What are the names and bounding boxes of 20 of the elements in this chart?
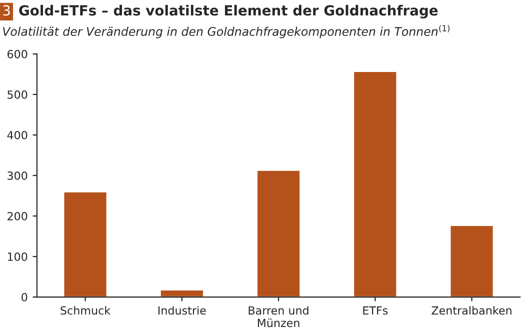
x-tick-label: Barren und Münzen — [248, 306, 308, 328]
y-tick-label: 500 — [8, 90, 28, 99]
bar — [256, 170, 301, 298]
y-tick-label: 300 — [8, 171, 28, 180]
x-tick-label: Zentralbanken — [432, 306, 512, 315]
x-tick-label: Industrie — [158, 306, 206, 315]
text: 3 — [3, 5, 10, 16]
y-tick-label: 200 — [8, 212, 28, 220]
bar — [449, 224, 494, 298]
chart-title: Gold-ETFs – das volatilste Element der Goldnachfrage — [19, 4, 438, 18]
chart-subtitle: Volatilität der Veränderung in den Goldnachfragekomponenten in Tonnen$^{(1)}$ — [3, 24, 450, 38]
x-tick-label: ETFs — [363, 306, 388, 315]
bar — [352, 70, 398, 298]
bar — [159, 289, 204, 298]
x-tick-label: Schmuck — [60, 306, 111, 315]
y-tick-label: 0 — [22, 293, 28, 302]
y-tick-label: 400 — [7, 130, 28, 140]
y-tick-label: 100 — [8, 252, 28, 261]
bar — [62, 191, 108, 298]
y-tick-label: 600 — [8, 50, 28, 58]
